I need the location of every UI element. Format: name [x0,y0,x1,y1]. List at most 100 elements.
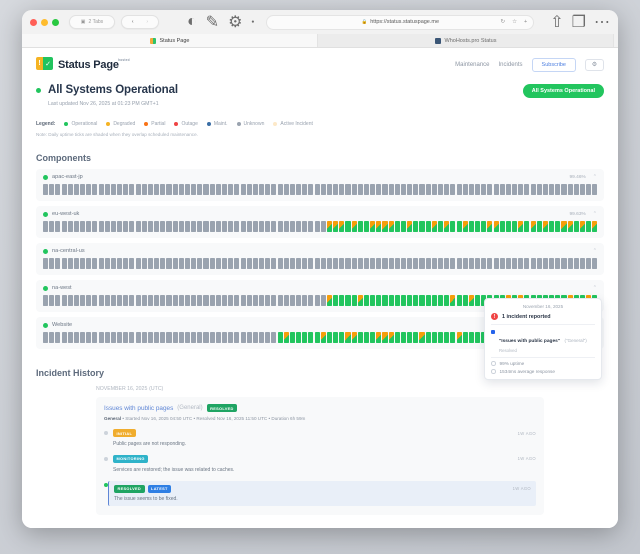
uptime-tick[interactable] [166,258,172,269]
incident-title-link[interactable]: Issues with public pages [104,404,174,412]
uptime-tick[interactable] [320,184,326,195]
uptime-tick[interactable] [407,221,413,232]
uptime-tick[interactable] [61,258,67,269]
uptime-tick[interactable] [419,295,425,306]
uptime-tick-bar[interactable] [43,258,598,269]
uptime-tick[interactable] [493,258,499,269]
uptime-tick[interactable] [376,221,382,232]
uptime-tick[interactable] [277,221,283,232]
uptime-tick[interactable] [203,258,209,269]
uptime-tick[interactable] [110,295,116,306]
uptime-tick[interactable] [450,184,456,195]
uptime-tick[interactable] [468,332,474,343]
uptime-tick[interactable] [49,332,55,343]
uptime-tick-bar[interactable] [43,221,598,232]
uptime-tick[interactable] [475,221,481,232]
uptime-tick[interactable] [425,221,431,232]
uptime-tick[interactable] [450,332,456,343]
more-options-icon[interactable]: ⋯ [594,14,610,31]
uptime-tick[interactable] [80,332,86,343]
uptime-tick[interactable] [147,332,153,343]
uptime-tick[interactable] [419,258,425,269]
uptime-tick[interactable] [55,258,61,269]
uptime-tick[interactable] [289,184,295,195]
uptime-tick[interactable] [55,295,61,306]
uptime-tick[interactable] [320,332,326,343]
chevron-up-icon[interactable]: ⌃ [592,248,597,254]
uptime-tick[interactable] [499,221,505,232]
uptime-tick[interactable] [283,184,289,195]
uptime-tick[interactable] [289,332,295,343]
uptime-tick[interactable] [333,295,339,306]
uptime-tick[interactable] [141,258,147,269]
uptime-tick[interactable] [271,221,277,232]
uptime-tick[interactable] [302,258,308,269]
uptime-tick[interactable] [154,332,160,343]
maximize-window-button[interactable] [52,18,59,26]
chevron-up-icon[interactable]: ⌃ [592,211,597,217]
uptime-tick[interactable] [536,221,542,232]
uptime-tick[interactable] [376,258,382,269]
uptime-tick[interactable] [382,332,388,343]
uptime-tick[interactable] [302,184,308,195]
uptime-tick[interactable] [123,221,129,232]
uptime-tick[interactable] [110,258,116,269]
uptime-tick[interactable] [388,295,394,306]
uptime-tick[interactable] [172,258,178,269]
uptime-tick[interactable] [289,221,295,232]
uptime-tick[interactable] [512,221,518,232]
tab-whohosts-status[interactable]: WhoHosts.pro Status [318,34,614,47]
uptime-tick[interactable] [345,221,351,232]
uptime-tick[interactable] [400,184,407,195]
uptime-tick[interactable] [80,258,86,269]
uptime-tick[interactable] [209,332,215,343]
uptime-tick[interactable] [184,295,191,306]
uptime-tick[interactable] [259,184,265,195]
uptime-tick[interactable] [67,295,73,306]
uptime-tick[interactable] [468,295,474,306]
uptime-tick[interactable] [203,295,209,306]
uptime-tick[interactable] [394,332,400,343]
uptime-tick[interactable] [567,221,573,232]
uptime-tick[interactable] [135,332,141,343]
uptime-tick[interactable] [524,184,530,195]
uptime-tick[interactable] [345,295,351,306]
uptime-tick[interactable] [357,184,363,195]
uptime-tick[interactable] [487,221,493,232]
uptime-tick[interactable] [43,295,49,306]
uptime-tick[interactable] [117,221,123,232]
uptime-tick[interactable] [289,295,295,306]
uptime-tick[interactable] [512,258,518,269]
uptime-tick[interactable] [376,332,382,343]
uptime-tick[interactable] [481,332,487,343]
uptime-tick[interactable] [98,332,104,343]
uptime-tick[interactable] [579,258,586,269]
uptime-tick[interactable] [579,221,586,232]
uptime-tick-bar[interactable] [43,184,598,195]
uptime-tick[interactable] [296,295,302,306]
brand-logo[interactable]: ! ✓ Status Page hosted [36,57,130,72]
uptime-tick[interactable] [530,184,536,195]
uptime-tick[interactable] [431,332,437,343]
uptime-tick[interactable] [444,221,450,232]
uptime-tick[interactable] [499,258,505,269]
uptime-tick[interactable] [314,221,320,232]
nav-incidents[interactable]: Incidents [498,61,523,68]
tab-overview-button[interactable]: ▣ 2 Tabs [69,15,115,29]
uptime-tick[interactable] [407,258,413,269]
uptime-tick[interactable] [370,332,376,343]
uptime-tick[interactable] [172,184,178,195]
uptime-tick[interactable] [221,332,228,343]
uptime-tick[interactable] [542,184,548,195]
uptime-tick[interactable] [197,332,203,343]
uptime-tick[interactable] [456,295,462,306]
uptime-tick[interactable] [110,184,116,195]
uptime-tick[interactable] [586,184,592,195]
uptime-tick[interactable] [49,184,55,195]
uptime-tick[interactable] [86,184,92,195]
uptime-tick[interactable] [363,295,370,306]
uptime-tick[interactable] [271,295,277,306]
uptime-tick[interactable] [86,332,92,343]
uptime-tick[interactable] [376,184,382,195]
uptime-tick[interactable] [154,295,160,306]
